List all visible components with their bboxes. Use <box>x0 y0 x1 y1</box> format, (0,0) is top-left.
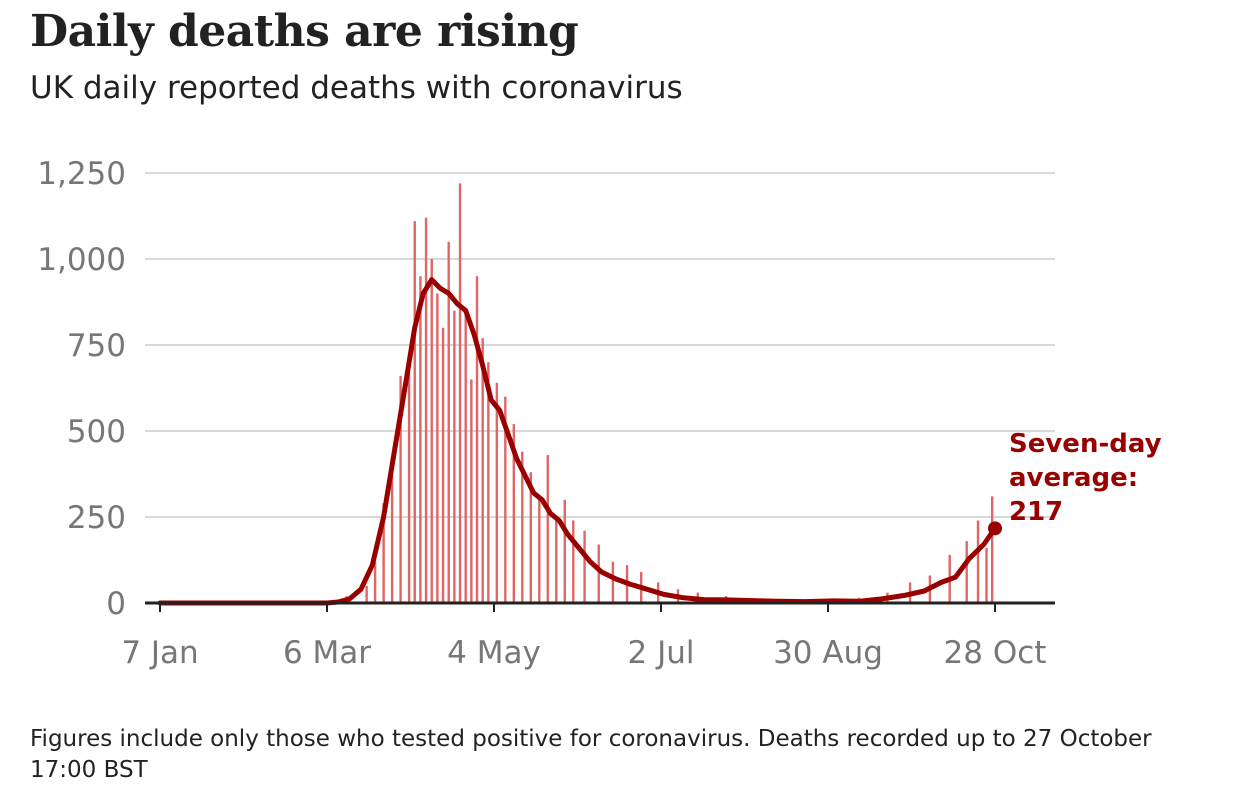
bar <box>430 259 433 603</box>
bar <box>555 517 558 603</box>
chart-subtitle: UK daily reported deaths with coronaviru… <box>30 70 683 106</box>
bar <box>419 276 422 603</box>
bar <box>512 424 516 603</box>
x-tick-label: 7 Jan <box>121 635 198 671</box>
bar <box>365 585 368 603</box>
x-tick-label: 6 Mar <box>283 635 371 671</box>
bar <box>464 314 467 603</box>
bar <box>424 217 428 603</box>
bar <box>436 293 439 603</box>
bar <box>495 382 499 603</box>
bar <box>985 547 988 603</box>
x-tick-label: 28 Oct <box>944 635 1047 671</box>
bar <box>597 544 600 603</box>
bar <box>583 530 586 603</box>
bar <box>487 362 490 603</box>
bar <box>976 520 980 603</box>
bar <box>382 503 385 603</box>
y-tick-label: 1,250 <box>37 156 126 192</box>
x-tick-label: 30 Aug <box>773 635 883 671</box>
bar <box>965 541 968 603</box>
daily-deaths-bars <box>325 183 994 604</box>
bar <box>475 276 479 603</box>
x-tick-label: 2 Jul <box>628 635 695 671</box>
bar <box>453 310 456 603</box>
bar <box>407 362 411 603</box>
annotation-text: 217 <box>1009 497 1063 527</box>
y-tick-label: 250 <box>67 500 126 536</box>
bar <box>538 499 541 603</box>
bar <box>990 496 994 603</box>
bar <box>611 561 615 603</box>
bar <box>413 221 416 603</box>
annotation-text: Seven-day <box>1009 429 1162 459</box>
gridlines <box>145 172 1055 518</box>
y-tick-label: 0 <box>106 586 126 622</box>
bar <box>572 520 575 603</box>
chart-title: Daily deaths are rising <box>30 6 579 57</box>
x-tick-label: 4 May <box>447 635 541 671</box>
bar <box>458 183 462 603</box>
bar <box>447 241 450 604</box>
bar <box>441 327 445 603</box>
y-axis-ticks: 0 250 500 750 1,000 1,250 <box>37 156 126 622</box>
seven-day-average-annotation: Seven-day average: 217 <box>988 429 1162 536</box>
bar <box>399 375 402 603</box>
seven-day-average-line <box>157 277 998 606</box>
bar <box>546 455 549 603</box>
bar <box>481 338 484 603</box>
bar <box>470 379 473 603</box>
bar <box>529 472 532 603</box>
bar <box>373 561 377 603</box>
y-tick-label: 750 <box>67 328 126 364</box>
footnote: Figures include only those who tested po… <box>30 726 1152 783</box>
y-tick-label: 500 <box>67 414 126 450</box>
bar <box>563 499 566 603</box>
bar <box>504 396 507 603</box>
deaths-chart: 0 250 500 750 1,000 1,250 7 Jan 6 Mar 4 May 2 Ju… <box>37 156 1162 671</box>
annotation-text: average: <box>1009 463 1138 493</box>
bar <box>390 468 394 603</box>
bar <box>521 451 524 603</box>
average-endpoint-dot <box>988 521 1002 536</box>
average-line <box>157 277 998 606</box>
y-tick-label: 1,000 <box>37 242 126 278</box>
x-axis-ticks: 7 Jan 6 Mar 4 May 2 Jul 30 Aug 28 Oct <box>121 603 1046 671</box>
